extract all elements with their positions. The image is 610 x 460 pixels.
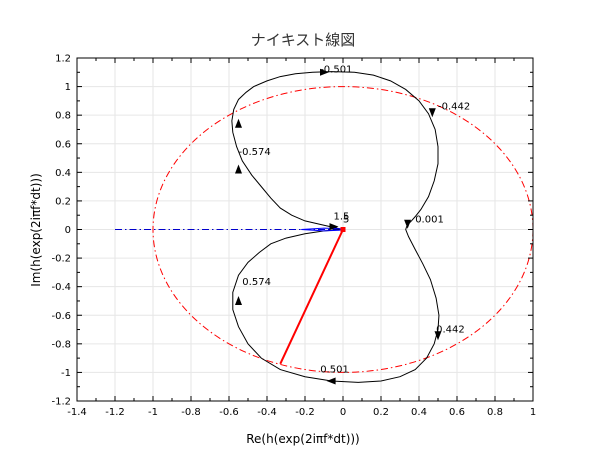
annotation-label: 1.5 xyxy=(334,211,350,222)
annotation-label: 5 xyxy=(343,214,349,225)
x-tick-label: -0.8 xyxy=(181,407,201,418)
direction-arrow xyxy=(326,377,336,385)
y-tick-label: 0.2 xyxy=(55,196,71,207)
direction-arrow xyxy=(404,219,412,229)
y-tick-label: -0.2 xyxy=(51,254,71,265)
direction-arrow xyxy=(329,223,339,231)
y-tick-label: -0.6 xyxy=(51,311,71,322)
y-tick-label: 0.8 xyxy=(55,111,71,122)
origin-marker xyxy=(340,227,346,232)
x-tick-label: -0.6 xyxy=(219,407,239,418)
x-tick-label: 0.6 xyxy=(449,407,465,418)
y-tick-label: 0.6 xyxy=(55,139,71,150)
annotation-label: 0.574 xyxy=(242,277,271,288)
x-tick-label: -1 xyxy=(148,407,158,418)
annotation-label: -0.501 xyxy=(320,64,352,75)
y-tick-label: 1 xyxy=(65,82,71,93)
direction-arrow xyxy=(235,118,242,128)
direction-arrow xyxy=(235,295,242,305)
x-tick-label: 0.4 xyxy=(411,407,427,418)
annotation-label: 0.442 xyxy=(436,324,465,335)
direction-arrow xyxy=(235,164,242,174)
y-tick-label: -1 xyxy=(61,368,71,379)
direction-arrow xyxy=(434,331,442,341)
annotation-labels: -0.501 -0.442 -0.574 1.55 0.001 0.574 0.442 0.5… xyxy=(239,64,471,375)
annotation-label: 0.501 xyxy=(320,364,349,375)
x-tick-label: -0.4 xyxy=(257,407,277,418)
y-tick-label: 0 xyxy=(65,225,71,236)
annotation-label: 0.001 xyxy=(415,214,444,225)
direction-arrow xyxy=(320,68,329,76)
y-tick-label: -0.4 xyxy=(51,282,71,293)
x-tick-label: 0.8 xyxy=(487,407,503,418)
chart-title: ナイキスト線図 xyxy=(251,31,356,49)
margin-vector xyxy=(279,229,344,365)
y-tick-label: -1.2 xyxy=(51,397,71,408)
x-axis-label: Re(h(exp(2iπf*dt))) xyxy=(246,432,360,446)
x-tick-label: -0.2 xyxy=(295,407,315,418)
x-tick-label: -1.4 xyxy=(67,407,87,418)
nyquist-curves xyxy=(231,71,440,383)
axis-ticks: -1.4 -1.2 -1 -0.8 -0.6 -0.4 -0.2 0 0.2 0.4 0.6 0.8 1… xyxy=(51,54,536,419)
y-axis-label: Im(h(exp(2iπf*dt))) xyxy=(29,173,43,287)
annotation-label: -0.442 xyxy=(438,101,470,112)
y-tick-label: 0.4 xyxy=(55,168,71,179)
y-tick-label: 1.2 xyxy=(55,54,71,65)
direction-arrows xyxy=(235,68,442,385)
y-tick-label: -0.8 xyxy=(51,339,71,350)
x-tick-label: 1 xyxy=(530,407,536,418)
x-tick-label: 0.2 xyxy=(373,407,389,418)
x-tick-label: 0 xyxy=(340,407,346,418)
direction-arrow xyxy=(428,108,436,118)
annotation-label: -0.574 xyxy=(239,147,271,158)
nyquist-curve xyxy=(231,71,440,383)
x-tick-label: -1.2 xyxy=(105,407,125,418)
